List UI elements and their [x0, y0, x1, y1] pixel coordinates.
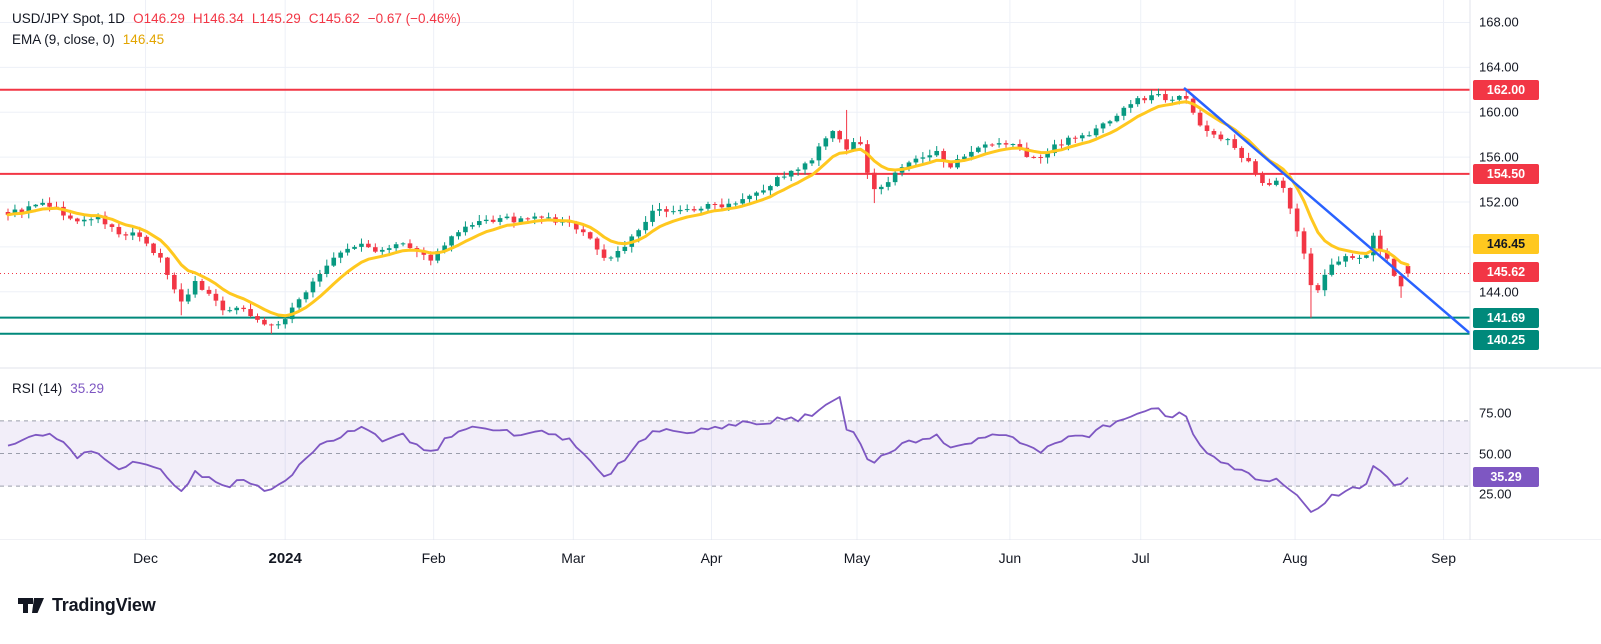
time-label-jun: Jun	[998, 550, 1022, 566]
rsi-tick-label: 50.00	[1479, 446, 1512, 461]
time-label-aug: Aug	[1282, 550, 1308, 566]
time-label-sep: Sep	[1431, 550, 1456, 566]
time-label-dec: Dec	[133, 550, 158, 566]
rsi-tick-label: 75.00	[1479, 405, 1512, 421]
rsi-legend-value: 35.29	[70, 381, 105, 396]
time-label-apr: Apr	[700, 550, 723, 566]
price-badge-35-29: 35.29	[1473, 467, 1539, 488]
price-badge-146-45: 146.45	[1473, 234, 1539, 255]
time-label-mar: Mar	[561, 550, 586, 566]
price-tick-label: 160.00	[1479, 104, 1519, 120]
time-label-feb: Feb	[421, 550, 446, 566]
price-badge-145-62: 145.62	[1473, 261, 1539, 282]
price-badge-141-69: 141.69	[1473, 307, 1539, 328]
price-tick-label: 168.00	[1479, 14, 1519, 30]
rsi-legend-label[interactable]: RSI (14)	[12, 381, 63, 396]
symbol-title[interactable]: USD/JPY Spot, 1D	[12, 11, 126, 26]
time-label-may: May	[843, 550, 871, 566]
price-tick-label: 164.00	[1479, 59, 1519, 75]
price-axis[interactable]: 168.00 164.00 160.00 156.00 152.00 144.00 75.0…	[1470, 0, 1601, 540]
ohlc-change: −0.67 (−0.46%)	[367, 11, 461, 26]
tradingview-logo-text: TradingView	[52, 594, 156, 615]
ohlc-close: C145.62	[308, 11, 360, 26]
price-badge-162-00: 162.00	[1473, 79, 1539, 100]
ema-legend-value: 146.45	[122, 32, 165, 47]
time-axis[interactable]: Dec 2024 Feb Mar Apr May Jun Jul Aug Sep	[0, 540, 1601, 578]
ohlc-low: L145.29	[251, 11, 301, 26]
ohlc-open: O146.29	[133, 11, 185, 26]
tradingview-logo-icon	[18, 598, 44, 613]
price-tick-label: 152.00	[1479, 194, 1519, 210]
footer: TradingView	[0, 586, 1601, 644]
rsi-legend: RSI (14) 35.29	[12, 378, 104, 399]
price-badge-140-25: 140.25	[1473, 329, 1539, 350]
rsi-tick-label: 25.00	[1479, 486, 1512, 502]
price-badge-154-50: 154.50	[1473, 163, 1539, 184]
price-tick-label: 156.00	[1479, 149, 1519, 165]
time-label-2024: 2024	[268, 550, 302, 567]
price-tick-label: 144.00	[1479, 284, 1519, 300]
symbol-legend-row: USD/JPY Spot, 1D O146.29 H146.34 L145.29…	[12, 8, 461, 29]
rsi-legend-row: RSI (14) 35.29	[12, 378, 104, 399]
time-label-jul: Jul	[1131, 550, 1150, 566]
ema-legend-label[interactable]: EMA (9, close, 0)	[12, 32, 115, 47]
ema-legend-row: EMA (9, close, 0) 146.45	[12, 29, 461, 50]
ohlc-high: H146.34	[192, 11, 244, 26]
symbol-legend: USD/JPY Spot, 1D O146.29 H146.34 L145.29…	[12, 8, 461, 50]
tradingview-logo[interactable]: TradingView	[18, 594, 156, 616]
